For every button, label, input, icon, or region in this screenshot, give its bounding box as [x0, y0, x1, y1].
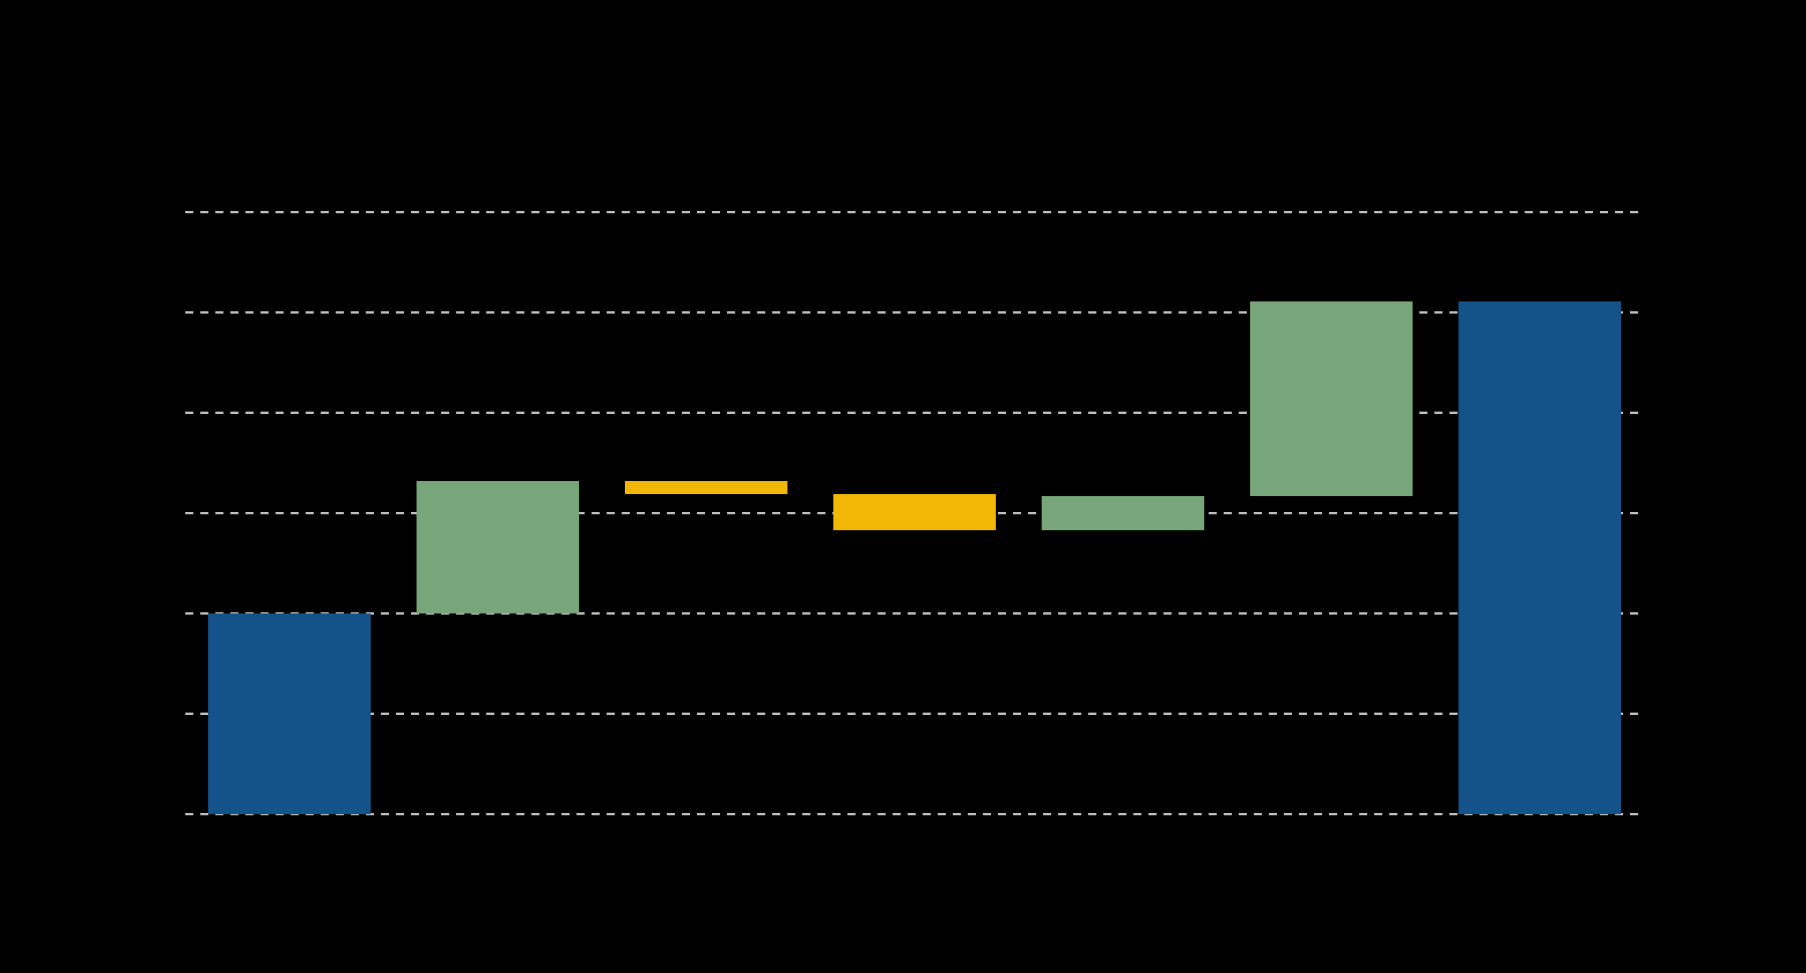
- bar-step4: [1042, 496, 1205, 530]
- bar-start: [208, 613, 371, 814]
- bar-step2: [625, 481, 788, 494]
- bar-step5: [1250, 301, 1413, 496]
- bar-end: [1458, 301, 1621, 814]
- bar-step3: [833, 494, 996, 530]
- bar-step1: [417, 481, 580, 613]
- waterfall-chart: [0, 0, 1806, 973]
